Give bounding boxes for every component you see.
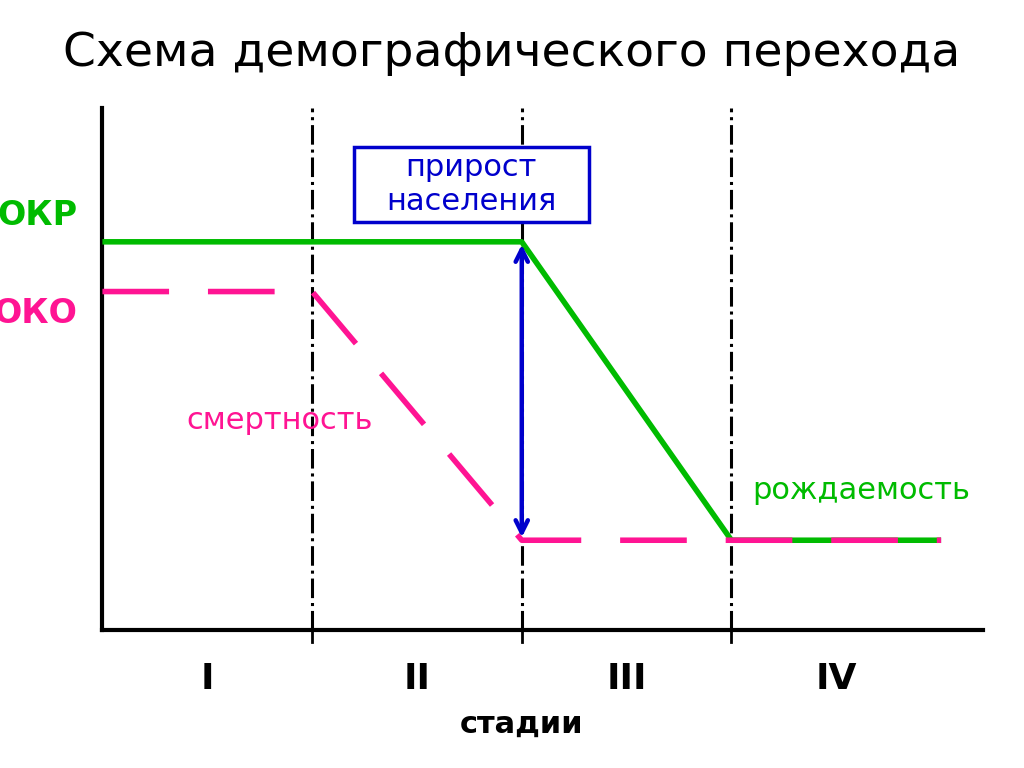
- Text: ОКО: ОКО: [0, 296, 77, 329]
- Text: рождаемость: рождаемость: [753, 476, 971, 505]
- Text: ОКР: ОКР: [0, 199, 77, 232]
- Text: Схема демографического перехода: Схема демографического перехода: [63, 31, 961, 76]
- Text: прирост
населения: прирост населения: [386, 154, 557, 216]
- Text: III: III: [606, 663, 647, 697]
- Text: IV: IV: [815, 663, 857, 697]
- Text: I: I: [201, 663, 214, 697]
- Text: стадии: стадии: [460, 710, 584, 739]
- Text: смертность: смертность: [186, 406, 373, 435]
- FancyBboxPatch shape: [354, 147, 589, 222]
- Text: II: II: [403, 663, 430, 697]
